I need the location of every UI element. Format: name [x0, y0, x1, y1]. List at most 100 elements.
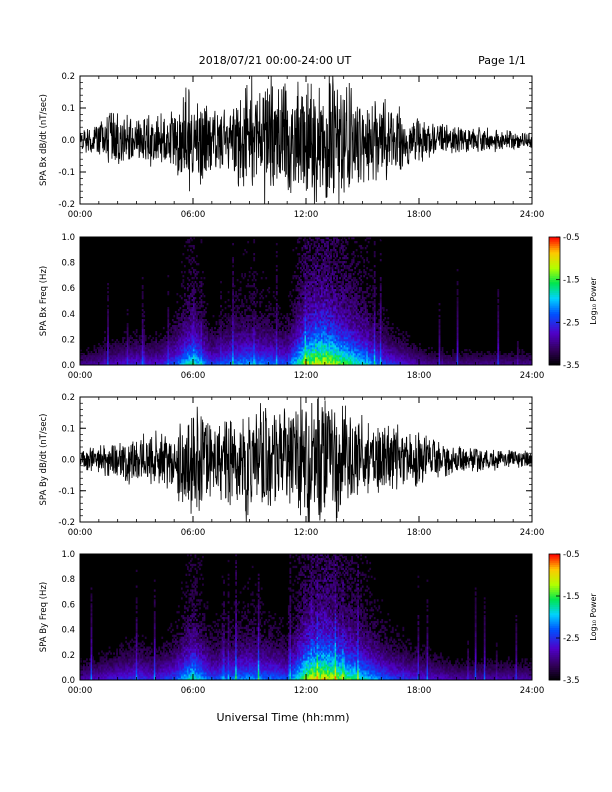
spectrogram-cell: [336, 263, 338, 266]
spectrogram-cell: [253, 259, 256, 262]
spectrogram-cell: [165, 347, 168, 350]
spectrogram-cell: [325, 357, 328, 360]
spectrogram-cell: [321, 303, 323, 306]
spectrogram-cell: [328, 321, 331, 324]
spectrogram-cell: [135, 359, 138, 362]
spectrogram-cell: [162, 357, 165, 360]
spectrogram-cell: [174, 335, 177, 338]
spectrogram-cell: [218, 353, 221, 356]
spectrogram-cell: [259, 311, 262, 314]
spectrogram-cell: [236, 359, 239, 362]
spectrogram-cell: [316, 353, 319, 356]
spectrogram-cell: [194, 307, 197, 310]
spectrogram-cell: [334, 243, 337, 246]
spectrogram-cell: [309, 335, 311, 338]
spectrogram-cell: [334, 363, 337, 365]
spectrogram-cell: [117, 361, 120, 364]
spectrogram-cell: [263, 337, 266, 340]
spectrogram-cell: [286, 325, 289, 328]
spectrogram-cell: [322, 287, 325, 290]
spectrogram-cell: [256, 319, 259, 322]
spectrogram-cell: [120, 361, 123, 364]
spectrogram-cell: [312, 299, 314, 302]
spectrogram-cell: [333, 291, 335, 294]
spectrogram-cell: [86, 349, 88, 352]
spectrogram-cell: [164, 357, 167, 360]
spectrogram-cell: [340, 287, 343, 290]
spectrogram-cell: [274, 353, 277, 356]
spectrogram-cell: [132, 361, 135, 364]
spectrogram-cell: [197, 271, 200, 274]
spectrogram-cell: [263, 319, 266, 322]
spectrogram-cell: [295, 285, 298, 288]
spectrogram-cell: [253, 347, 256, 350]
spectrogram-cell: [331, 285, 334, 288]
spectrogram-cell: [286, 315, 289, 318]
spectrogram-cell: [327, 313, 329, 316]
spectrogram-cell: [247, 321, 250, 324]
spectrogram-cell: [266, 319, 269, 322]
spectrogram-cell: [209, 347, 212, 350]
spectrogram-cell: [298, 321, 301, 324]
spectrogram-cell: [196, 361, 198, 364]
spectrogram-cell: [321, 349, 323, 352]
spectrogram-cell: [220, 359, 222, 362]
spectrogram-cell: [193, 247, 195, 250]
spectrogram-cell: [271, 331, 274, 334]
spectrogram-cell: [325, 243, 328, 246]
spectrogram-cell: [319, 253, 322, 256]
spectrogram-cell: [247, 323, 250, 326]
spectrogram-cell: [214, 333, 216, 336]
spectrogram-cell: [125, 355, 128, 358]
spectrogram-cell: [188, 295, 191, 298]
spectrogram-cell: [250, 345, 253, 348]
spectrogram-cell: [286, 347, 289, 350]
spectrogram-cell: [277, 357, 280, 360]
spectrogram-cell: [99, 349, 102, 352]
spectrogram-cell: [108, 345, 111, 348]
spectrogram-cell: [296, 263, 299, 266]
spectrogram-cell: [98, 359, 100, 362]
spectrogram-cell: [328, 363, 331, 365]
spectrogram-cell: [218, 343, 221, 346]
spectrogram-cell: [339, 313, 341, 316]
spectrogram-cell: [220, 327, 222, 330]
spectrogram-cell: [135, 351, 138, 354]
spectrogram-cell: [289, 337, 292, 340]
spectrogram-cell: [238, 337, 241, 340]
spectrogram-cell: [245, 329, 248, 332]
spectrogram-cell: [120, 357, 123, 360]
spectrogram-cell: [242, 363, 245, 365]
spectrogram-cell: [343, 353, 346, 356]
spectrogram-cell: [324, 283, 326, 286]
spectrogram-cell: [81, 361, 84, 364]
spectrogram-cell: [271, 339, 274, 342]
spectrogram-cell: [324, 259, 326, 262]
spectrogram-cell: [165, 359, 168, 362]
spectrogram-cell: [253, 323, 256, 326]
spectrogram-cell: [325, 329, 328, 332]
spectrogram-cell: [327, 337, 329, 340]
spectrogram-cell: [196, 263, 198, 266]
spectrogram-cell: [102, 341, 105, 344]
spectrogram-cell: [137, 357, 140, 360]
spectrogram-cell: [331, 325, 334, 328]
spectrogram-cell: [280, 343, 283, 346]
spectrogram-cell: [262, 333, 265, 336]
spectrogram-cell: [105, 355, 108, 358]
spectrogram-cell: [120, 359, 123, 362]
spectrogram-cell: [253, 359, 256, 362]
spectrogram-cell: [99, 351, 102, 354]
spectrogram-cell: [126, 347, 129, 350]
spectrogram-cell: [309, 309, 311, 312]
spectrogram-cell: [328, 307, 331, 310]
spectrogram-cell: [295, 339, 298, 342]
spectrogram-cell: [256, 359, 259, 362]
spectrogram-cell: [304, 297, 307, 300]
spectrogram-cell: [182, 313, 185, 316]
spectrogram-cell: [293, 329, 296, 332]
spectrogram-cell: [254, 355, 257, 358]
spectrogram-cell: [269, 333, 272, 336]
spectrogram-cell: [263, 341, 266, 344]
spectrogram-cell: [176, 329, 179, 332]
